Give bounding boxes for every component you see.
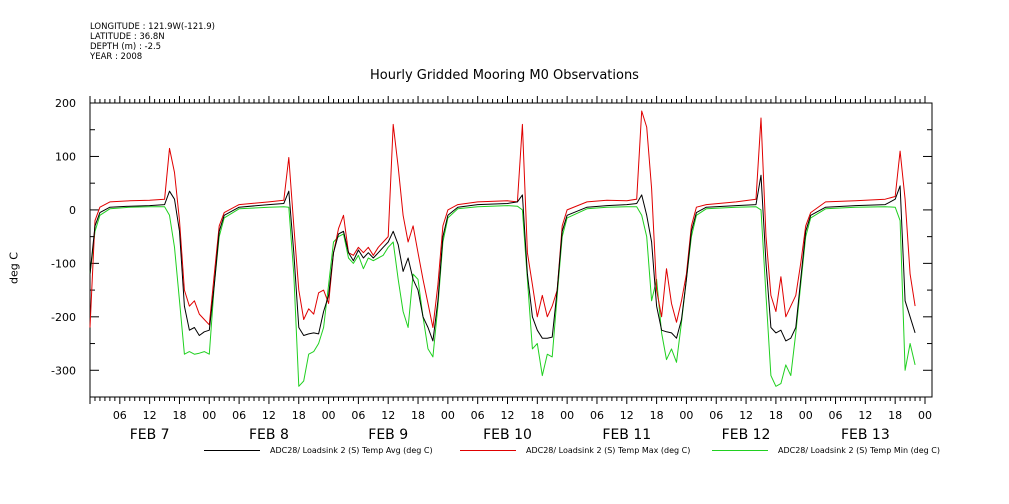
x-tick-label: 12 [501, 409, 515, 422]
x-day-label: FEB 9 [368, 427, 408, 443]
x-tick-label: 18 [172, 409, 186, 422]
legend: ADC28/ Loadsink 2 (S) Temp Avg (deg C) AD… [0, 446, 1009, 462]
x-tick-label: 12 [381, 409, 395, 422]
x-tick-label: 06 [351, 409, 365, 422]
x-tick-label: 00 [799, 409, 813, 422]
legend-label: ADC28/ Loadsink 2 (S) Temp Avg (deg C) [270, 446, 433, 455]
plot-frame [89, 102, 933, 398]
longitude-text: LONGITUDE : 121.9W(-121.9) [90, 22, 215, 32]
legend-entry-temp-avg: ADC28/ Loadsink 2 (S) Temp Avg (deg C) [204, 446, 433, 455]
x-day-label: FEB 10 [483, 427, 532, 443]
x-tick-label: 12 [262, 409, 276, 422]
x-day-label: FEB 13 [841, 427, 890, 443]
series-line-temp-avg [89, 174, 916, 342]
legend-swatch [712, 450, 768, 451]
y-tick-label: 200 [55, 97, 76, 110]
x-tick-label: 18 [650, 409, 664, 422]
y-tick-label: -200 [51, 311, 76, 324]
depth-text: DEPTH (m) : -2.5 [90, 42, 162, 52]
x-tick-label: 18 [888, 409, 902, 422]
x-day-label: FEB 8 [249, 427, 289, 443]
series-line-temp-max [89, 110, 916, 328]
x-tick-label: 00 [202, 409, 216, 422]
year-text: YEAR : 2008 [90, 52, 143, 62]
x-tick-label: 06 [590, 409, 604, 422]
legend-swatch [204, 450, 260, 451]
legend-label: ADC28/ Loadsink 2 (S) Temp Max (deg C) [526, 446, 691, 455]
x-tick-label: 18 [292, 409, 306, 422]
legend-entry-temp-max: ADC28/ Loadsink 2 (S) Temp Max (deg C) [460, 446, 690, 455]
x-tick-label: 18 [530, 409, 544, 422]
x-tick-label: 06 [232, 409, 246, 422]
x-tick-label: 12 [858, 409, 872, 422]
x-tick-label: 00 [441, 409, 455, 422]
y-tick-label: 0 [69, 204, 76, 217]
x-tick-label: 06 [471, 409, 485, 422]
legend-label: ADC28/ Loadsink 2 (S) Temp Min (deg C) [778, 446, 941, 455]
x-day-label: FEB 11 [602, 427, 651, 443]
x-tick-label: 00 [679, 409, 693, 422]
x-tick-label: 06 [829, 409, 843, 422]
x-tick-label: 12 [739, 409, 753, 422]
x-tick-label: 18 [411, 409, 425, 422]
x-day-label: FEB 7 [130, 427, 170, 443]
location-metadata: LONGITUDE : 121.9W(-121.9) LATITUDE : 36… [90, 22, 215, 62]
x-tick-label: 00 [918, 409, 932, 422]
legend-entry-temp-min: ADC28/ Loadsink 2 (S) Temp Min (deg C) [712, 446, 940, 455]
legend-swatch [460, 450, 516, 451]
x-tick-label: 12 [143, 409, 157, 422]
y-tick-label: 100 [55, 150, 76, 163]
x-tick-label: 00 [322, 409, 336, 422]
y-tick-label: -100 [51, 257, 76, 270]
chart-title: Hourly Gridded Mooring M0 Observations [370, 68, 639, 83]
x-day-label: FEB 12 [722, 427, 771, 443]
x-tick-label: 00 [560, 409, 574, 422]
x-tick-label: 18 [769, 409, 783, 422]
x-tick-label: 12 [620, 409, 634, 422]
y-tick-label: -300 [51, 364, 76, 377]
series-line-temp-min [89, 205, 916, 387]
latitude-text: LATITUDE : 36.8N [90, 32, 165, 42]
x-tick-label: 06 [113, 409, 127, 422]
x-tick-label: 06 [709, 409, 723, 422]
